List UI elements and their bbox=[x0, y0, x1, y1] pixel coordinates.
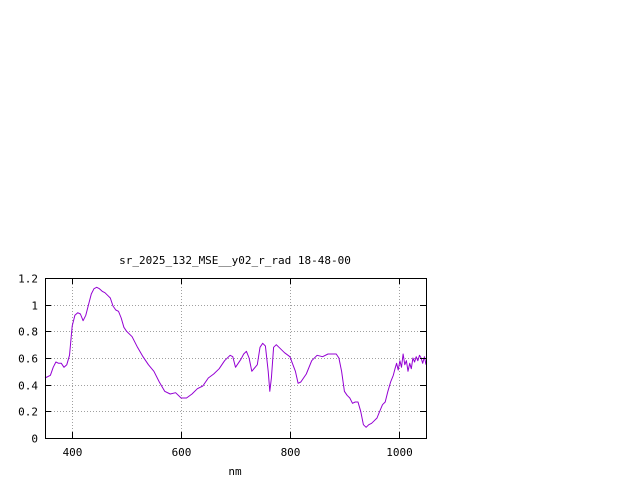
tick-layer bbox=[45, 278, 426, 439]
grid-layer bbox=[45, 278, 426, 438]
x-tick-label: 400 bbox=[63, 446, 83, 459]
y-tick-label: 1.2 bbox=[18, 273, 38, 286]
y-tick-label: 0.2 bbox=[18, 406, 38, 419]
y-tick-label: 0.8 bbox=[18, 326, 38, 339]
x-tick-label: 1000 bbox=[386, 446, 413, 459]
y-tick-label: 0.4 bbox=[18, 380, 38, 393]
y-tick-label: 1 bbox=[31, 300, 38, 313]
y-tick-labels: 0 0.2 0.4 0.6 0.8 1 1.2 bbox=[18, 273, 38, 446]
x-tick-label: 800 bbox=[281, 446, 301, 459]
y-tick-label: 0 bbox=[31, 433, 38, 446]
chart-title: sr_2025_132_MSE__y02_r_rad 18-48-00 bbox=[119, 254, 351, 267]
x-tick-labels: 400 600 800 1000 bbox=[63, 446, 413, 459]
y-tick-label: 0.6 bbox=[18, 353, 38, 366]
series-line bbox=[44, 286, 427, 428]
x-tick-label: 600 bbox=[172, 446, 192, 459]
plot-layer bbox=[44, 286, 427, 428]
x-axis-label: nm bbox=[228, 465, 242, 478]
